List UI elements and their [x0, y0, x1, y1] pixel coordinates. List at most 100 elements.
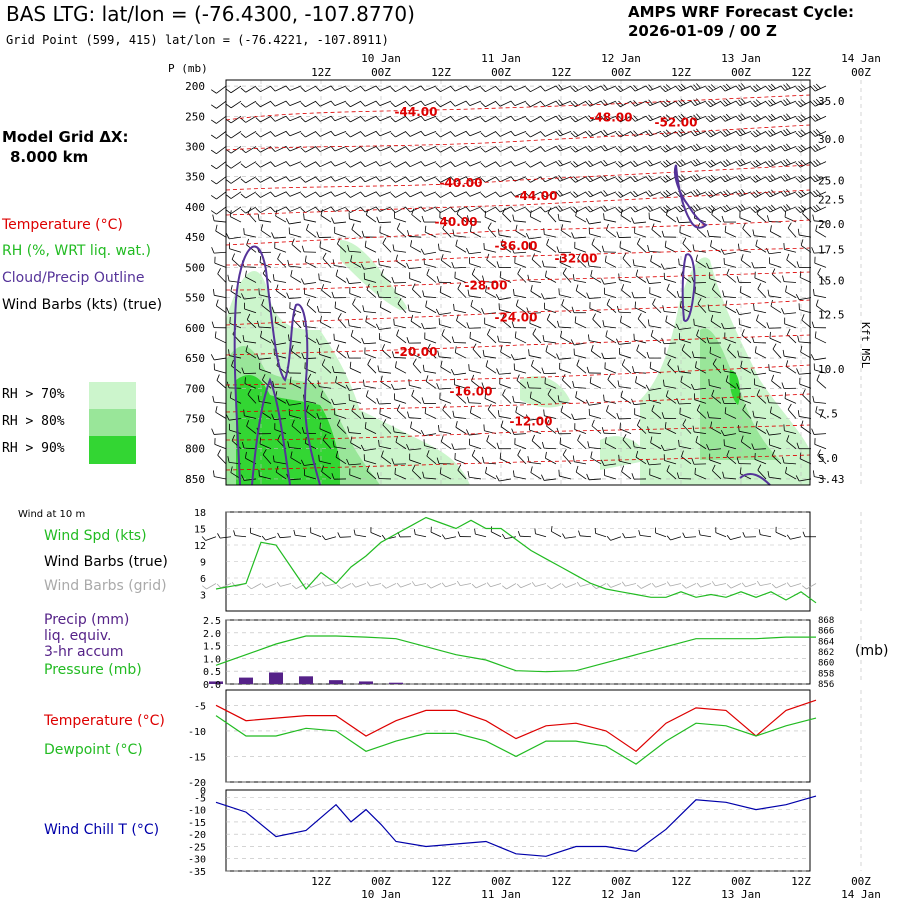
wind-barb: [262, 374, 272, 389]
wind-barb: [438, 243, 452, 253]
wind-barb: [290, 344, 302, 359]
wind-barb: [751, 261, 767, 269]
wind-barb: [750, 99, 767, 108]
wind-barb: [767, 470, 782, 480]
wind-barb: [787, 403, 797, 419]
wind-barb: [515, 406, 527, 419]
wind-barb: [646, 458, 662, 466]
wind-barb: [780, 128, 797, 137]
wind-barb: [290, 451, 302, 465]
y-tick-label: -25: [188, 842, 206, 853]
wind-barb: [365, 390, 377, 404]
wind-barb: [555, 129, 572, 137]
wind-barb: [660, 444, 677, 452]
wind-barb: [696, 404, 707, 419]
wind-barb: [555, 159, 572, 167]
wind-barb: [541, 260, 557, 268]
wind-barb: [382, 419, 392, 434]
wind-barb: [649, 468, 662, 480]
wind-barb: [211, 428, 227, 435]
wind-barb: [367, 358, 377, 374]
wind-barb: [424, 332, 437, 344]
wind-barb: [420, 85, 437, 91]
wind-barb: [646, 277, 662, 284]
wind-barb: [540, 161, 557, 168]
wind-barb: [394, 286, 407, 298]
wind-barb: [529, 391, 542, 404]
wind-barb-grid: [321, 581, 337, 587]
wind-barb: [705, 174, 722, 183]
wind-barb: [706, 337, 722, 344]
wind-barb: [285, 218, 302, 225]
wind-barb: [621, 465, 632, 480]
wind-barb-true: [742, 532, 757, 538]
wind-barb: [487, 328, 497, 344]
wind-barb: [541, 441, 557, 450]
wind-barb: [211, 321, 227, 329]
wind-barb: [330, 130, 347, 137]
wind-barb-grid: [711, 581, 727, 587]
wind-barb: [663, 379, 677, 389]
wind-barb: [485, 466, 497, 480]
wind-barb-grid: [666, 581, 682, 587]
wind-barb: [541, 367, 557, 374]
wind-barb: [645, 175, 662, 182]
wind-barb: [694, 286, 707, 298]
temperature-contours: [225, 94, 811, 471]
wind-barb: [514, 256, 527, 268]
wind-barb: [422, 471, 437, 480]
wind-barb: [600, 190, 617, 197]
wind-barb: [682, 419, 692, 434]
wind-barb-true: [638, 530, 652, 538]
wind-barb: [528, 242, 542, 253]
wind-barb: [496, 261, 511, 268]
legend-precip-liq: liq. equiv.: [44, 628, 112, 644]
wind-barb: [228, 423, 242, 435]
wind-barb: [306, 223, 317, 238]
pressure-tick-label: 400: [185, 201, 205, 214]
wind-barb: [271, 306, 286, 314]
wind-barb: [300, 100, 317, 108]
wind-barb: [750, 189, 767, 198]
wind-barb: [708, 379, 722, 389]
y-tick-label: 2.0: [203, 629, 221, 640]
wind-barb: [795, 293, 812, 301]
wind-barb: [711, 208, 722, 223]
wind-barb: [570, 100, 587, 108]
wind-barb: [318, 273, 332, 283]
wind-barb: [396, 404, 407, 419]
wind-barb-grid: [636, 583, 652, 589]
bottom-date-label: 10 Jan: [361, 888, 401, 900]
wind-barb: [635, 269, 647, 283]
wind-barb: [405, 85, 422, 92]
wind-barb-grid: [801, 583, 817, 590]
wind-barb: [411, 389, 422, 404]
wind-barb: [440, 435, 452, 450]
wind-barb: [615, 130, 632, 138]
wind-barb: [450, 176, 467, 183]
legend-rh80-label: RH > 80%: [2, 414, 65, 429]
wind-barb: [363, 454, 377, 465]
wind-barb: [332, 259, 347, 268]
wind-barb: [660, 189, 677, 198]
wind-barb: [666, 465, 677, 480]
wind-barb: [376, 291, 392, 299]
wind-barb: [420, 161, 437, 167]
pressure-tick-label: 700: [185, 382, 205, 395]
wind-barb: [439, 392, 452, 404]
wind-barb: [815, 406, 827, 419]
temperature-contour-label: -52.00: [655, 115, 698, 129]
wind-barb: [529, 210, 542, 223]
wind-barb: [664, 347, 677, 359]
wind-barb: [454, 271, 467, 283]
wind-barb: [530, 466, 542, 480]
wind-barb: [510, 206, 527, 212]
wind-barb: [410, 421, 422, 434]
wind-barb: [681, 344, 692, 359]
wind-barb: [795, 114, 812, 123]
wind-barb: [408, 379, 422, 389]
wind-barb: [780, 98, 797, 107]
wind-barb: [349, 361, 362, 374]
wind-barb: [496, 442, 511, 450]
